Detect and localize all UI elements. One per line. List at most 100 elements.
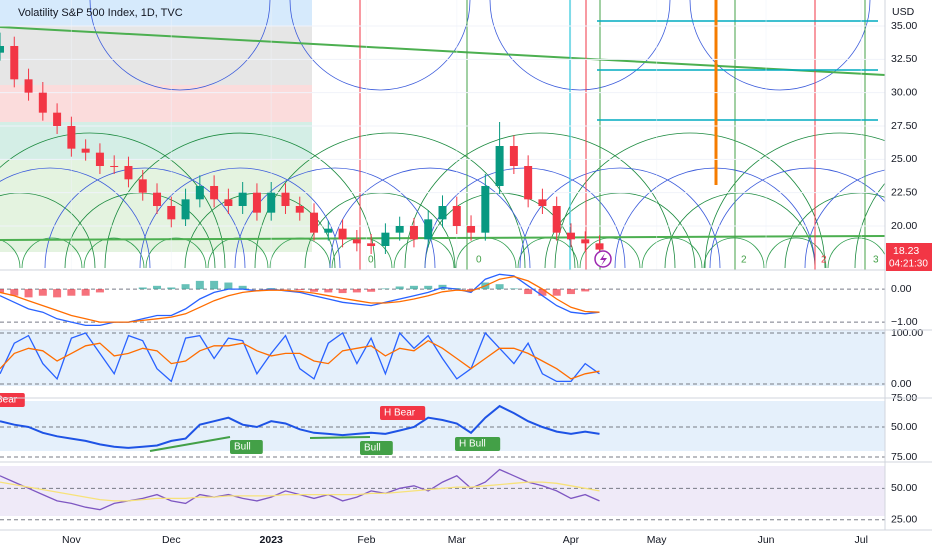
divergence-tag [455, 437, 501, 451]
price-tag [886, 243, 932, 271]
cycle-arc [44, 167, 246, 269]
cycle-arc [704, 132, 885, 269]
cycle-arc [519, 167, 721, 269]
y-tick-label: 35.00 [891, 20, 917, 32]
histogram-bar [138, 287, 147, 290]
candle-body [252, 192, 261, 213]
candle-body [238, 192, 247, 206]
divergence-line [149, 436, 231, 452]
candle-body [0, 46, 4, 53]
cycle-arc [329, 167, 531, 269]
candle-body [38, 92, 47, 113]
cycle-label: 0 [368, 255, 374, 266]
candle-body [295, 206, 304, 213]
histogram-bar [181, 284, 190, 290]
cycle-arc [0, 167, 151, 269]
histogram-bar [538, 289, 547, 296]
histogram-bar [338, 289, 347, 294]
candle-body [267, 192, 276, 213]
divergence-tag [230, 440, 263, 454]
candle-body [352, 239, 361, 244]
candle-body [552, 206, 561, 233]
cycle-label: 2 [741, 255, 747, 266]
candle-body [124, 166, 133, 180]
divergence-label: H Bull [459, 439, 486, 450]
chart-title: Volatility S&P 500 Index, 1D, TVC [18, 7, 183, 19]
event-bolt [600, 253, 607, 266]
candle-body [424, 219, 433, 240]
cycle-arc [145, 237, 207, 269]
axis-unit: USD [892, 6, 915, 18]
cycle-arc [289, 0, 471, 91]
histogram-bar [324, 289, 333, 293]
trend-line [0, 235, 885, 241]
cycle-arc [21, 237, 83, 269]
y-tick-label: 100.00 [891, 327, 923, 339]
candle-body [581, 239, 590, 244]
histogram-bar [95, 289, 104, 293]
trend-line [0, 26, 885, 76]
x-tick-label: Dec [162, 534, 181, 546]
cycle-arc [709, 167, 885, 269]
candle-body [367, 243, 376, 246]
cycle-arc [854, 182, 885, 269]
cycle-arc [554, 132, 826, 269]
histogram-bar [409, 285, 418, 290]
candle-body [138, 179, 147, 193]
histogram-bar [0, 289, 4, 293]
histogram-bar [566, 289, 575, 295]
indicator-line [0, 481, 600, 502]
candle-body [495, 146, 504, 186]
cycle-arc [489, 0, 671, 91]
histogram-bar [10, 289, 19, 296]
cycle-arc [804, 169, 885, 269]
y-tick-label: 0.00 [891, 378, 912, 390]
cycle-arc [393, 237, 455, 269]
cycle-arc [404, 132, 676, 269]
divergence-label: Bear [0, 395, 18, 406]
cycle-arc [827, 237, 885, 269]
candle-body [324, 228, 333, 233]
candle-body [338, 228, 347, 240]
divergence-tag [360, 441, 393, 455]
cycle-arc [689, 0, 871, 91]
candle-body [81, 148, 90, 153]
candle-body [181, 199, 190, 220]
cycle-arc [703, 237, 765, 269]
candle-body [381, 232, 390, 246]
histogram-bar [381, 288, 390, 290]
x-tick-label: Apr [563, 534, 580, 546]
histogram-bar [395, 286, 404, 290]
cycle-arc [0, 132, 226, 269]
histogram-bar [24, 289, 33, 298]
divergence-tag [380, 406, 426, 420]
candle-body [281, 192, 290, 206]
candle-body [224, 199, 233, 206]
histogram-bar [210, 280, 219, 290]
divergence-label: Bull [364, 443, 381, 454]
histogram-bar [552, 289, 561, 296]
candle-body [481, 186, 490, 233]
candle-body [310, 212, 319, 233]
candle-body [538, 199, 547, 206]
candle-body [153, 192, 162, 206]
histogram-bar [581, 289, 590, 292]
x-tick-label: Feb [357, 534, 375, 546]
candle-body [210, 186, 219, 200]
y-tick-label: 50.00 [891, 421, 917, 433]
y-tick-label: 25.00 [891, 513, 917, 525]
histogram-bar [509, 288, 518, 290]
candle-body [110, 166, 119, 167]
indicator-line [0, 275, 600, 323]
cycle-arc [544, 192, 696, 269]
cycle-arc [83, 237, 145, 269]
cycle-label: 2 [821, 255, 827, 266]
candle-body [438, 206, 447, 220]
candle-body [595, 243, 604, 250]
histogram-bar [352, 289, 361, 293]
candle-body [509, 146, 518, 166]
y-tick-label: −1.00 [891, 316, 918, 328]
indicator-line [0, 339, 600, 380]
